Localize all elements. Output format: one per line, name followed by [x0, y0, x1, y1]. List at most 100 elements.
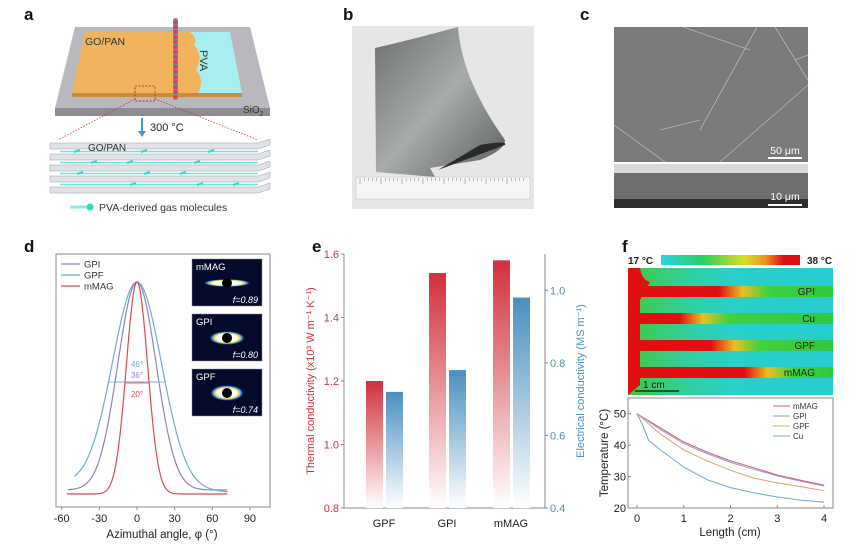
panel-label-b: b — [343, 5, 353, 24]
rod-bead — [173, 40, 178, 44]
go-pan-label: GO/PAN — [85, 36, 125, 48]
graphene-layer — [49, 171, 271, 183]
f-series-Cu — [636, 413, 825, 503]
d-series-mMAG — [66, 281, 228, 495]
rod-bead — [173, 95, 178, 99]
f-legend-label: GPI — [793, 412, 807, 421]
gas-molecule — [76, 171, 84, 175]
panel-a: a PVA GO/PAN SiO2 300 °C GO/PAN PVA-deri… — [24, 5, 271, 214]
rod-bead — [173, 25, 178, 29]
plot-frame-d — [55, 253, 271, 508]
strip-label: GPI — [798, 287, 815, 298]
sem-top-view — [614, 27, 808, 162]
rod-bead — [173, 75, 178, 79]
gas-molecule — [73, 149, 81, 153]
strip-label: GPF — [794, 341, 815, 352]
stack-label: GO/PAN — [88, 143, 126, 154]
bar-thermal-GPF — [366, 381, 383, 508]
f-tick-label: 3 — [774, 513, 780, 525]
f-tick-label: 1 — [681, 513, 687, 525]
f-legend-label: GPF — [793, 422, 810, 431]
f-ytick-label: 50 — [614, 409, 626, 421]
gas-molecule — [90, 160, 98, 164]
legend-label-mMAG: mMAG — [84, 282, 114, 293]
panel-label-f: f — [622, 237, 628, 256]
e-tick-label-left: 1.6 — [324, 249, 339, 261]
gas-molecule — [232, 182, 240, 186]
panel-b: b — [343, 5, 534, 209]
orientation-factor: f=0.89 — [233, 295, 258, 305]
orientation-factor: f=0.80 — [233, 350, 258, 360]
panel-label-c: c — [580, 5, 589, 24]
orientation-factor: f=0.74 — [233, 405, 258, 415]
graphene-layer — [49, 182, 271, 194]
panel-label-e: e — [312, 237, 321, 256]
zoom-line-left — [57, 98, 136, 141]
bar-electrical-GPF — [386, 391, 403, 508]
rod-bead — [173, 65, 178, 69]
rod-bead — [173, 80, 178, 84]
fwhm-label-GPF: 46° — [131, 360, 143, 369]
pva-region — [190, 32, 242, 93]
beamstop — [222, 388, 232, 398]
panel-label-d: d — [24, 237, 34, 256]
f-series-GPF — [636, 413, 825, 492]
gas-molecule — [196, 182, 204, 186]
heat-source — [628, 268, 650, 395]
strip-label: mMAG — [784, 368, 815, 379]
d-series-GPI — [67, 281, 228, 491]
sio2-label: SiO2 — [243, 105, 264, 118]
graphene-layer — [49, 138, 271, 150]
gas-legend: PVA-derived gas molecules — [99, 202, 227, 214]
f-legend-label: mMAG — [793, 402, 818, 411]
graphite-film — [375, 27, 505, 177]
e-tick-label-right: 0.8 — [550, 358, 565, 370]
fwhm-label-GPI: 36° — [131, 371, 143, 380]
cross-section-top — [614, 164, 808, 173]
d-xlabel: Azimuthal angle, φ (°) — [106, 529, 217, 541]
panel-d: d 36° 46° 20° -60 -30 0 30 60 90 Azimuthal angl… — [24, 237, 271, 541]
thermal-strip-GPI — [636, 286, 833, 297]
scale-label-f: 1 cm — [643, 380, 665, 391]
bar-electrical-mMAG — [513, 297, 530, 508]
d-tick-label: 30 — [169, 513, 181, 525]
graphene-layer — [49, 160, 271, 172]
gas-molecule — [126, 160, 134, 164]
e-ylabel-right: Electrical conductivity (MS m⁻¹) — [575, 304, 587, 458]
rod-bead — [173, 35, 178, 39]
e-ylabel-left: Thermal conductivity (x10³ W m⁻¹ K⁻¹) — [305, 287, 317, 475]
rod-beads — [173, 20, 178, 99]
fwhm-label-mMAG: 20° — [131, 390, 143, 399]
panel-c: c 50 μm 10 μm — [580, 5, 809, 208]
e-tick-label-right: 1.0 — [550, 285, 565, 297]
d-tick-label: 60 — [206, 513, 218, 525]
e-tick-label-right: 0.4 — [550, 503, 565, 515]
f-ytick-label: 30 — [614, 472, 626, 484]
d-series-GPF — [73, 281, 228, 493]
rod-bead — [173, 90, 178, 94]
thermal-strip-GPF — [636, 340, 833, 351]
colorbar-max: 38 °C — [807, 256, 832, 267]
f-tick-label: 0 — [634, 513, 640, 525]
gas-molecule — [143, 171, 151, 175]
e-tick-label-left: 0.8 — [324, 503, 339, 515]
zoom-line-right — [154, 98, 259, 141]
f-tick-label: 4 — [821, 513, 827, 525]
d-tick-label: 0 — [134, 513, 140, 525]
legend-label-GPF: GPF — [84, 271, 104, 282]
d-x-ticks: -60 -30 0 30 60 90 — [54, 507, 256, 525]
gas-molecule — [193, 160, 201, 164]
e-tick-label-left: 1.2 — [324, 376, 339, 388]
f-ylabel: Temperature (°C) — [599, 409, 611, 497]
rod-bead — [173, 45, 178, 49]
cross-section-base — [614, 199, 808, 208]
film-curl — [438, 142, 506, 170]
inset-label: GPI — [196, 317, 212, 328]
rod-bead — [173, 70, 178, 74]
bar-thermal-mMAG — [493, 260, 510, 508]
gas-molecule — [207, 149, 215, 153]
